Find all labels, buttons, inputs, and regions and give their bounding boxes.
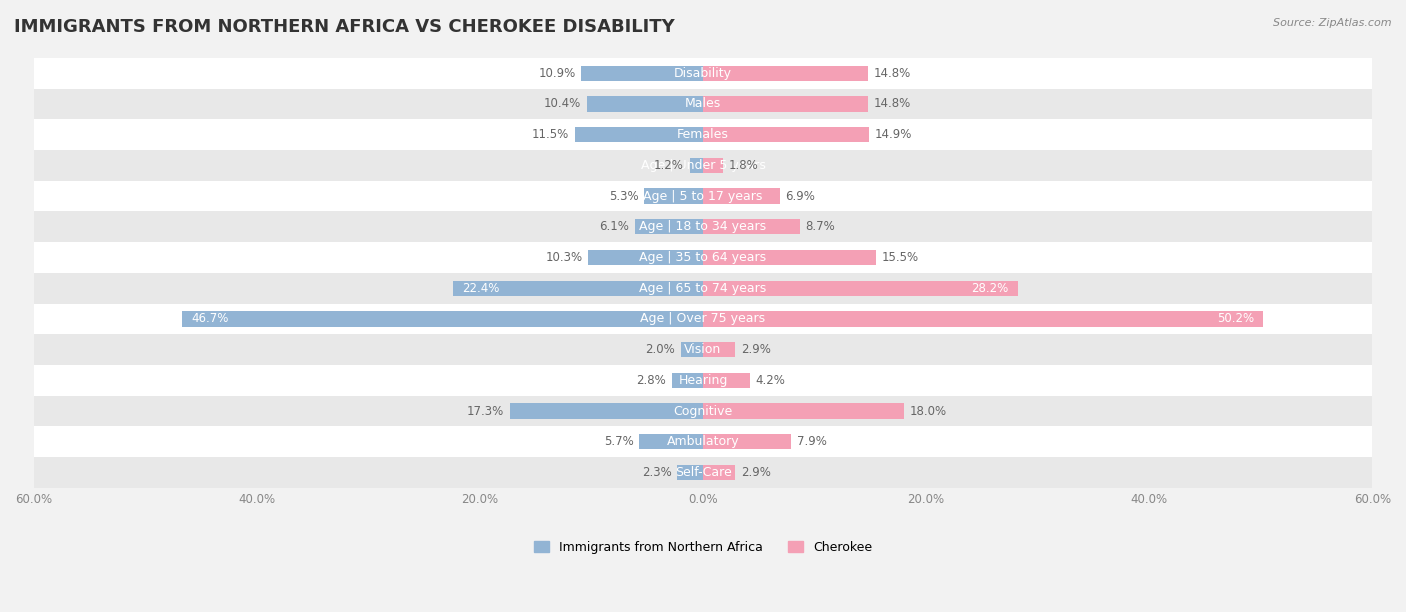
- Text: 2.9%: 2.9%: [741, 343, 770, 356]
- Text: Age | 35 to 64 years: Age | 35 to 64 years: [640, 251, 766, 264]
- Bar: [588, 250, 703, 265]
- Text: 17.3%: 17.3%: [467, 405, 505, 417]
- Text: Ambulatory: Ambulatory: [666, 435, 740, 448]
- Bar: [34, 58, 1372, 89]
- Bar: [681, 342, 703, 357]
- Text: 7.9%: 7.9%: [797, 435, 827, 448]
- Text: 14.8%: 14.8%: [873, 67, 911, 80]
- Text: 5.7%: 5.7%: [605, 435, 634, 448]
- Text: 18.0%: 18.0%: [910, 405, 946, 417]
- Bar: [703, 219, 800, 234]
- Bar: [689, 158, 703, 173]
- Bar: [703, 65, 868, 81]
- Text: Self-Care: Self-Care: [675, 466, 731, 479]
- Bar: [640, 434, 703, 449]
- Text: Hearing: Hearing: [678, 374, 728, 387]
- Bar: [181, 312, 703, 327]
- Bar: [34, 334, 1372, 365]
- Bar: [510, 403, 703, 419]
- Text: 14.8%: 14.8%: [873, 97, 911, 110]
- Text: 10.9%: 10.9%: [538, 67, 576, 80]
- Bar: [703, 403, 904, 419]
- Text: Age | 5 to 17 years: Age | 5 to 17 years: [644, 190, 762, 203]
- Text: 1.8%: 1.8%: [728, 159, 758, 172]
- Bar: [644, 188, 703, 204]
- Bar: [34, 457, 1372, 488]
- Bar: [703, 465, 735, 480]
- Text: Females: Females: [678, 128, 728, 141]
- Bar: [575, 127, 703, 143]
- Bar: [34, 181, 1372, 211]
- Bar: [34, 427, 1372, 457]
- Bar: [34, 396, 1372, 427]
- Text: 22.4%: 22.4%: [463, 282, 499, 295]
- Text: 4.2%: 4.2%: [755, 374, 786, 387]
- Bar: [703, 312, 1263, 327]
- Text: 11.5%: 11.5%: [531, 128, 569, 141]
- Bar: [703, 188, 780, 204]
- Text: 10.4%: 10.4%: [544, 97, 582, 110]
- Text: IMMIGRANTS FROM NORTHERN AFRICA VS CHEROKEE DISABILITY: IMMIGRANTS FROM NORTHERN AFRICA VS CHERO…: [14, 18, 675, 36]
- Bar: [586, 96, 703, 111]
- Bar: [703, 373, 749, 388]
- Bar: [34, 211, 1372, 242]
- Bar: [703, 96, 868, 111]
- Bar: [703, 434, 792, 449]
- Text: 46.7%: 46.7%: [191, 312, 228, 326]
- Text: 2.8%: 2.8%: [637, 374, 666, 387]
- Text: Males: Males: [685, 97, 721, 110]
- Text: Disability: Disability: [673, 67, 733, 80]
- Text: 5.3%: 5.3%: [609, 190, 638, 203]
- Bar: [703, 280, 1018, 296]
- Bar: [636, 219, 703, 234]
- Text: 2.3%: 2.3%: [643, 466, 672, 479]
- Text: 6.1%: 6.1%: [599, 220, 630, 233]
- Text: 6.9%: 6.9%: [786, 190, 815, 203]
- Bar: [678, 465, 703, 480]
- Text: 10.3%: 10.3%: [546, 251, 582, 264]
- Text: Age | 18 to 34 years: Age | 18 to 34 years: [640, 220, 766, 233]
- Text: 2.9%: 2.9%: [741, 466, 770, 479]
- Bar: [703, 158, 723, 173]
- Bar: [34, 150, 1372, 181]
- Text: 8.7%: 8.7%: [806, 220, 835, 233]
- Text: Cognitive: Cognitive: [673, 405, 733, 417]
- Text: 28.2%: 28.2%: [972, 282, 1008, 295]
- Bar: [34, 304, 1372, 334]
- Bar: [34, 242, 1372, 273]
- Text: Source: ZipAtlas.com: Source: ZipAtlas.com: [1274, 18, 1392, 28]
- Text: Age | 65 to 74 years: Age | 65 to 74 years: [640, 282, 766, 295]
- Bar: [703, 342, 735, 357]
- Bar: [34, 119, 1372, 150]
- Bar: [703, 250, 876, 265]
- Bar: [582, 65, 703, 81]
- Text: 50.2%: 50.2%: [1218, 312, 1254, 326]
- Text: 15.5%: 15.5%: [882, 251, 918, 264]
- Bar: [672, 373, 703, 388]
- Text: Vision: Vision: [685, 343, 721, 356]
- Bar: [34, 273, 1372, 304]
- Text: 2.0%: 2.0%: [645, 343, 675, 356]
- Text: 1.2%: 1.2%: [654, 159, 685, 172]
- Bar: [703, 127, 869, 143]
- Bar: [34, 89, 1372, 119]
- Legend: Immigrants from Northern Africa, Cherokee: Immigrants from Northern Africa, Cheroke…: [529, 536, 877, 559]
- Text: 14.9%: 14.9%: [875, 128, 912, 141]
- Bar: [34, 365, 1372, 396]
- Bar: [453, 280, 703, 296]
- Text: Age | Over 75 years: Age | Over 75 years: [641, 312, 765, 326]
- Text: Age | Under 5 years: Age | Under 5 years: [641, 159, 765, 172]
